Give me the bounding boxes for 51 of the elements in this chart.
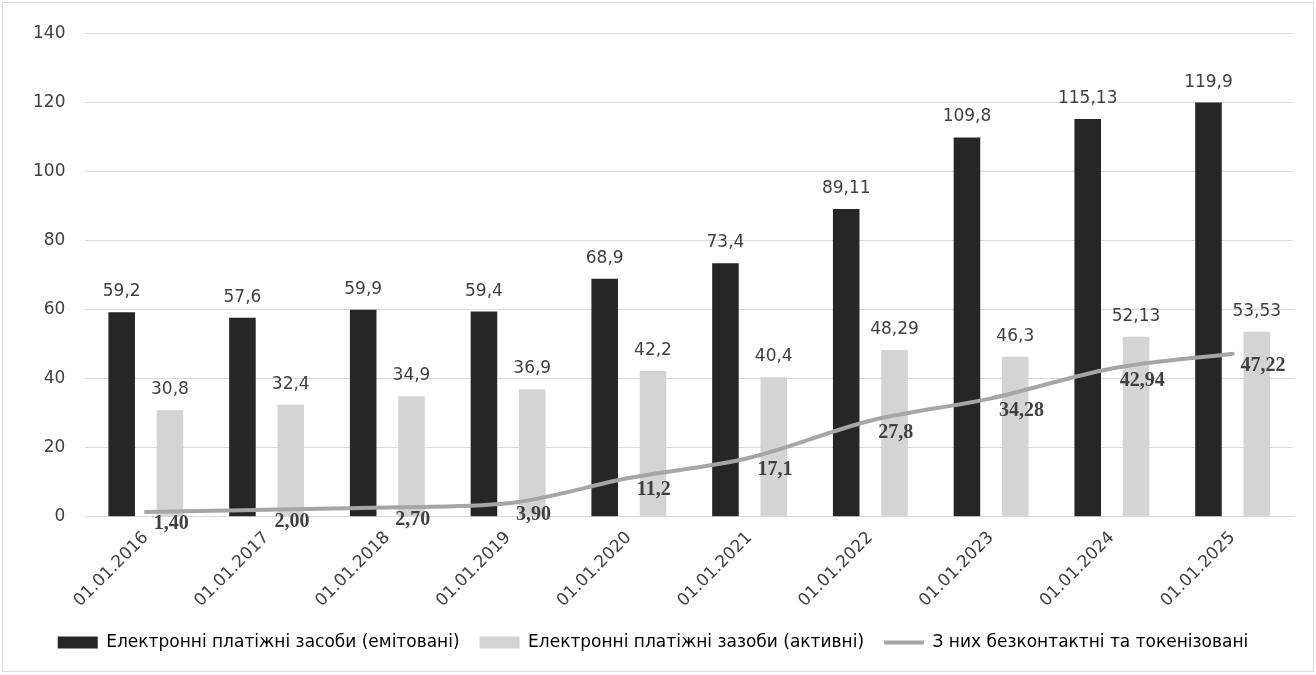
data-label: 42,2 — [634, 338, 672, 359]
bar — [832, 208, 860, 517]
data-label: 89,11 — [821, 176, 871, 197]
legend-label: З них безконтактні та токенізовані — [932, 630, 1249, 651]
data-label: 2,00 — [274, 509, 310, 532]
data-label: 42,94 — [1119, 367, 1165, 390]
data-label: 27,8 — [878, 419, 914, 442]
y-tick-label: 140 — [32, 21, 66, 42]
data-label: 59,4 — [465, 279, 503, 300]
data-label: 68,9 — [585, 246, 624, 267]
legend-label: Електронні платіжні засоби (емітовані) — [106, 630, 460, 651]
bar — [349, 309, 377, 517]
bar — [108, 312, 135, 517]
bar — [953, 137, 981, 517]
bar — [1074, 119, 1101, 517]
data-label: 30,8 — [151, 378, 189, 399]
data-label: 119,9 — [1184, 70, 1233, 91]
data-label: 17,1 — [757, 456, 793, 479]
data-label: 3,90 — [516, 502, 552, 525]
data-label: 47,22 — [1240, 352, 1286, 375]
data-label: 59,9 — [344, 277, 383, 298]
bar — [229, 317, 256, 517]
data-label: 32,4 — [271, 372, 310, 393]
data-label: 34,28 — [999, 397, 1045, 420]
data-label: 34,9 — [392, 364, 431, 385]
y-tick-label: 40 — [43, 367, 66, 388]
data-label: 73,4 — [706, 231, 745, 252]
bar — [712, 263, 739, 517]
bar — [591, 278, 618, 517]
data-label: 46,3 — [996, 324, 1035, 345]
data-label: 11,2 — [636, 477, 671, 500]
y-tick-label: 60 — [43, 297, 66, 318]
data-label: 1,40 — [153, 511, 189, 534]
y-tick-label: 100 — [32, 159, 66, 180]
legend-label: Електронні платіжні зазоби (активні) — [528, 630, 865, 651]
data-label: 59,2 — [102, 280, 141, 301]
y-tick-label: 120 — [32, 90, 66, 111]
y-tick-label: 0 — [54, 505, 66, 526]
data-label: 53,53 — [1232, 299, 1282, 320]
data-label: 48,29 — [870, 317, 919, 338]
bar — [470, 311, 498, 517]
data-label: 115,13 — [1057, 87, 1118, 108]
y-tick-label: 20 — [43, 436, 66, 457]
y-tick-label: 80 — [43, 228, 66, 249]
data-label: 57,6 — [223, 285, 262, 306]
data-label: 109,8 — [942, 105, 992, 126]
bar — [1195, 102, 1222, 517]
data-label: 40,4 — [754, 345, 793, 366]
data-label: 2,70 — [395, 506, 431, 529]
data-label: 52,13 — [1111, 304, 1161, 325]
data-label: 36,9 — [513, 357, 552, 378]
